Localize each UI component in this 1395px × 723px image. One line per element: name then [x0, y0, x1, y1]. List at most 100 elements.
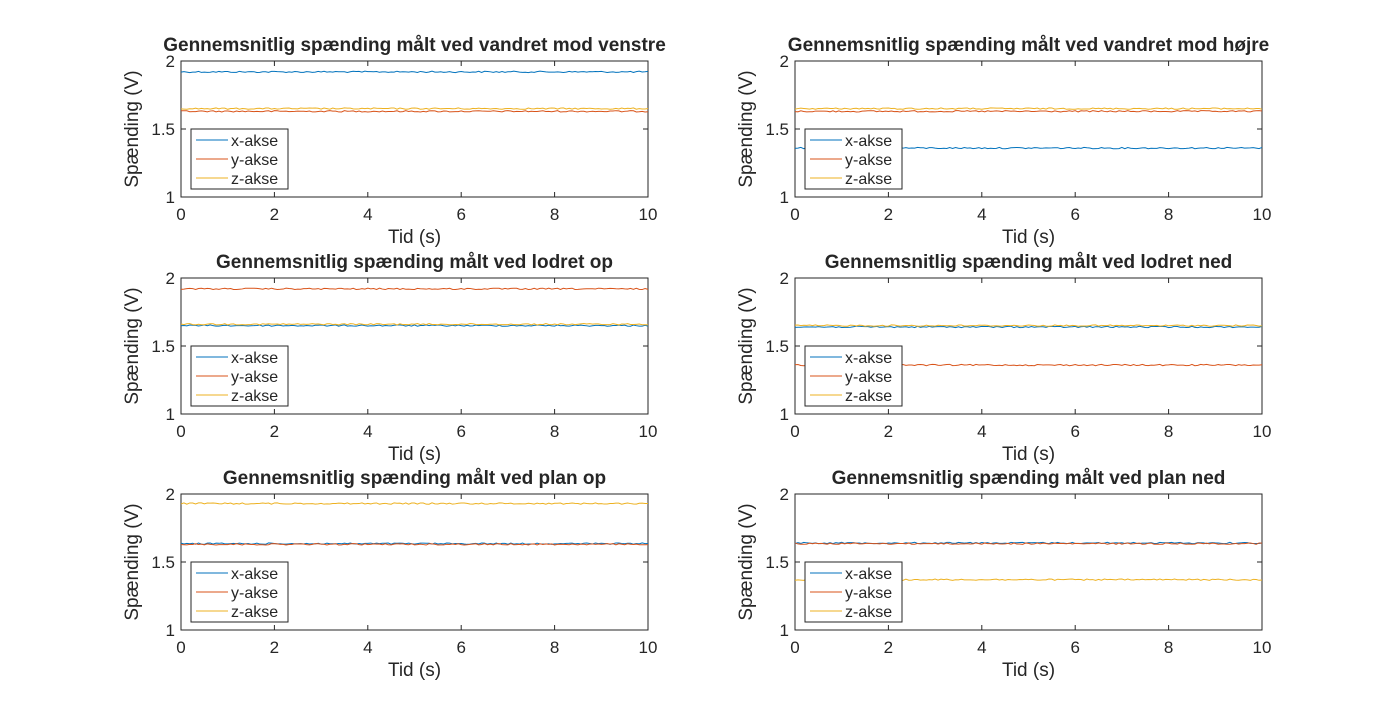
x-tick-label: 6 — [456, 422, 465, 441]
x-tick-label: 8 — [550, 422, 559, 441]
legend: x-akse y-akse z-akse — [804, 128, 903, 190]
y-tick-label: 1 — [166, 621, 175, 640]
y-tick-label: 1.5 — [765, 553, 789, 572]
y-tick-label: 2 — [780, 269, 789, 288]
legend-label-y-akse: y-akse — [231, 152, 278, 169]
x-tick-label: 6 — [1070, 422, 1079, 441]
series-line-y-akse — [180, 543, 649, 546]
legend-label-y-akse: y-akse — [845, 369, 892, 386]
y-tick-label: 1 — [166, 188, 175, 207]
x-tick-label: 0 — [176, 638, 185, 657]
x-tick-label: 10 — [1253, 638, 1272, 657]
x-axis-label: Tid (s) — [1002, 660, 1055, 681]
x-tick-label: 4 — [363, 638, 372, 657]
x-axis-label: Tid (s) — [388, 444, 441, 465]
legend-label-z-akse: z-akse — [845, 171, 892, 188]
x-tick-label: 4 — [977, 422, 986, 441]
y-tick-label: 1 — [780, 188, 789, 207]
y-axis-label: Spænding (V) — [736, 287, 757, 404]
y-axis-label: Spænding (V) — [122, 287, 143, 404]
legend-label-y-akse: y-akse — [231, 585, 278, 602]
y-tick-label: 1.5 — [151, 337, 175, 356]
chart-title: Gennemsnitlig spænding målt ved lodret o… — [216, 252, 613, 273]
legend: x-akse y-akse z-akse — [190, 561, 289, 623]
y-tick-label: 2 — [166, 269, 175, 288]
series-line-y-akse — [794, 542, 1263, 545]
x-tick-label: 8 — [550, 638, 559, 657]
x-tick-label: 8 — [1164, 638, 1173, 657]
series-line-z-akse — [794, 107, 1263, 110]
legend: x-akse y-akse z-akse — [190, 128, 289, 190]
x-tick-label: 6 — [1070, 638, 1079, 657]
y-axis-label: Spænding (V) — [736, 503, 757, 620]
x-tick-label: 8 — [550, 205, 559, 224]
chart-panel-6: 0 2 4 6 8 10 1 1.5 2 Gennemsnitlig spænding målt … — [736, 468, 1271, 681]
legend-label-z-akse: z-akse — [845, 604, 892, 621]
legend-label-z-akse: z-akse — [845, 388, 892, 405]
legend: x-akse y-akse z-akse — [804, 345, 903, 407]
x-tick-label: 4 — [363, 422, 372, 441]
x-tick-label: 10 — [1253, 205, 1272, 224]
y-tick-label: 1 — [780, 405, 789, 424]
series-line-z-akse — [180, 502, 649, 505]
x-tick-label: 2 — [270, 205, 279, 224]
legend-label-x-akse: x-akse — [231, 350, 278, 367]
series-line-x-akse — [180, 324, 649, 327]
series-line-y-akse — [180, 287, 649, 291]
y-tick-label: 2 — [780, 52, 789, 71]
legend: x-akse y-akse z-akse — [190, 345, 289, 407]
x-tick-label: 0 — [790, 638, 799, 657]
series-line-z-akse — [794, 324, 1263, 327]
x-tick-label: 0 — [790, 205, 799, 224]
series-line-x-akse — [180, 70, 649, 74]
y-tick-label: 1.5 — [765, 337, 789, 356]
series-line-z-akse — [180, 323, 649, 326]
y-tick-label: 2 — [780, 485, 789, 504]
x-tick-label: 0 — [176, 205, 185, 224]
x-axis-label: Tid (s) — [388, 660, 441, 681]
y-tick-label: 1.5 — [151, 553, 175, 572]
x-tick-label: 2 — [884, 422, 893, 441]
x-axis-label: Tid (s) — [388, 227, 441, 248]
legend-label-x-akse: x-akse — [845, 350, 892, 367]
x-tick-label: 8 — [1164, 422, 1173, 441]
x-tick-label: 6 — [456, 638, 465, 657]
legend: x-akse y-akse z-akse — [804, 561, 903, 623]
x-tick-label: 4 — [977, 205, 986, 224]
x-tick-label: 4 — [977, 638, 986, 657]
legend-label-y-akse: y-akse — [845, 585, 892, 602]
chart-title: Gennemsnitlig spænding målt ved vandret … — [788, 35, 1269, 56]
series-line-x-akse — [180, 542, 649, 545]
x-tick-label: 2 — [884, 638, 893, 657]
x-axis-label: Tid (s) — [1002, 227, 1055, 248]
x-tick-label: 6 — [456, 205, 465, 224]
y-axis-label: Spænding (V) — [122, 70, 143, 187]
x-tick-label: 10 — [639, 422, 658, 441]
x-tick-label: 2 — [270, 422, 279, 441]
x-tick-label: 8 — [1164, 205, 1173, 224]
y-tick-label: 2 — [166, 485, 175, 504]
y-tick-label: 1 — [780, 621, 789, 640]
series-line-z-akse — [180, 107, 649, 110]
chart-panel-5: 0 2 4 6 8 10 1 1.5 2 Gennemsnitlig spænding målt … — [122, 468, 657, 681]
series-line-y-akse — [180, 110, 649, 113]
legend-label-x-akse: x-akse — [231, 566, 278, 583]
legend-label-z-akse: z-akse — [231, 171, 278, 188]
x-tick-label: 6 — [1070, 205, 1079, 224]
x-axis-label: Tid (s) — [1002, 444, 1055, 465]
legend-label-y-akse: y-akse — [845, 152, 892, 169]
y-tick-label: 1.5 — [151, 120, 175, 139]
legend-label-y-akse: y-akse — [231, 369, 278, 386]
legend-box — [190, 561, 289, 623]
x-tick-label: 10 — [639, 205, 658, 224]
y-tick-label: 2 — [166, 52, 175, 71]
legend-label-x-akse: x-akse — [845, 133, 892, 150]
x-tick-label: 2 — [884, 205, 893, 224]
x-tick-label: 0 — [176, 422, 185, 441]
series-line-x-akse — [794, 325, 1263, 329]
chart-panel-4: 0 2 4 6 8 10 1 1.5 2 Gennemsnitlig spænding målt … — [736, 252, 1271, 465]
x-tick-label: 0 — [790, 422, 799, 441]
